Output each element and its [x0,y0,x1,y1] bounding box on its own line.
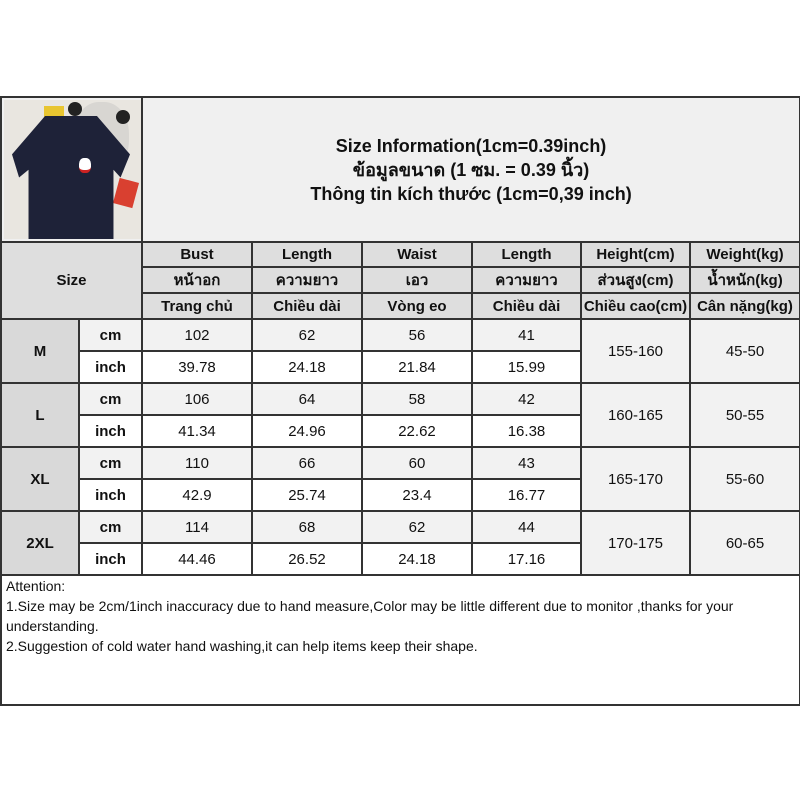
measurement-inch: 26.52 [251,542,363,576]
measurement-inch: 24.18 [361,542,473,576]
unit-label: cm [78,510,143,544]
measurement-cm: 64 [251,382,363,416]
size-chart-table: Size Information(1cm=0.39inch) ข้อมูลขนา… [0,96,800,706]
column-header-en: Length [251,241,363,268]
attention-note-2: 2.Suggestion of cold water hand washing,… [6,638,478,654]
measurement-cm: 102 [141,318,253,352]
column-header-en: Length [471,241,582,268]
shirt-image [12,116,130,239]
measurement-inch: 25.74 [251,478,363,512]
title-english: Size Information(1cm=0.39inch) [335,135,607,156]
table-row-inch: inch 42.9 25.74 23.4 16.77 [1,478,800,512]
height-range: 160-165 [580,382,691,448]
measurement-inch: 44.46 [141,542,253,576]
column-header-vi: Chiều cao(cm) [580,292,691,320]
measurement-cm: 60 [361,446,473,480]
measurement-cm: 42 [471,382,582,416]
unit-label: inch [78,542,143,576]
measurement-inch: 16.38 [471,414,582,448]
attention-notes: Attention: 1.Size may be 2cm/1inch inacc… [0,574,800,706]
column-header-th: ความยาว [471,266,582,294]
unit-label: inch [78,414,143,448]
measurement-inch: 24.18 [251,350,363,384]
attention-note-1: 1.Size may be 2cm/1inch inaccuracy due t… [6,598,734,634]
measurement-inch: 17.16 [471,542,582,576]
measurement-inch: 23.4 [361,478,473,512]
size-label: M [0,318,80,384]
title-thai: ข้อมูลขนาด (1 ซม. = 0.39 นิ้ว) [352,159,590,180]
height-range: 170-175 [580,510,691,576]
title-vietnamese: Thông tin kích thước (1cm=0,39 inch) [310,183,632,204]
measurement-cm: 56 [361,318,473,352]
column-header-th: ความยาว [251,266,363,294]
measurement-inch: 22.62 [361,414,473,448]
column-header-th: หน้าอก [141,266,253,294]
column-header-vi: Vòng eo [361,292,473,320]
measurement-cm: 66 [251,446,363,480]
column-header-en: Bust [141,241,253,268]
measurement-cm: 41 [471,318,582,352]
weight-range: 55-60 [688,446,800,512]
size-header: Size [0,241,143,320]
attention-heading: Attention: [6,578,66,594]
column-header-vi: Chiều dài [471,292,582,320]
measurement-cm: 68 [251,510,363,544]
size-label: L [0,382,80,448]
measurement-cm: 44 [471,510,582,544]
weight-range: 50-55 [688,382,800,448]
unit-label: cm [78,318,143,352]
table-row-cm: 2XL cm 114 68 62 44 170-175 60-65 [0,510,800,576]
column-header-th: ส่วนสูง(cm) [580,266,691,294]
column-header-en: Waist [361,241,473,268]
unit-label: cm [78,446,143,480]
measurement-inch: 41.34 [141,414,253,448]
column-header-th: น้ำหนัก(kg) [688,266,800,294]
measurement-cm: 114 [141,510,253,544]
measurement-cm: 43 [471,446,582,480]
measurement-cm: 110 [141,446,253,480]
size-label: 2XL [0,510,80,576]
column-header-vi: Cân nặng(kg) [688,292,800,320]
size-label: XL [0,446,80,512]
measurement-cm: 58 [361,382,473,416]
measurement-inch: 15.99 [471,350,582,384]
unit-label: inch [78,478,143,512]
measurement-inch: 39.78 [141,350,253,384]
column-header-en: Weight(kg) [688,241,800,268]
measurement-inch: 42.9 [141,478,253,512]
column-header-vi: Trang chủ [141,292,253,320]
measurement-cm: 62 [251,318,363,352]
height-range: 165-170 [580,446,691,512]
table-row-inch: inch 39.78 24.18 21.84 15.99 [1,350,800,384]
measurement-cm: 106 [141,382,253,416]
measurement-inch: 21.84 [361,350,473,384]
column-header-vi: Chiều dài [251,292,363,320]
column-header-th: เอว [361,266,473,294]
measurement-inch: 24.96 [251,414,363,448]
unit-label: inch [78,350,143,384]
measurement-inch: 16.77 [471,478,582,512]
measurement-cm: 62 [361,510,473,544]
weight-range: 60-65 [688,510,800,576]
table-row-inch: inch 41.34 24.96 22.62 16.38 [1,414,800,448]
table-row-inch: inch 44.46 26.52 24.18 17.16 [1,542,800,576]
unit-label: cm [78,382,143,416]
weight-range: 45-50 [688,318,800,384]
height-range: 155-160 [580,318,691,384]
size-information-title: Size Information(1cm=0.39inch) ข้อมูลขนา… [140,96,800,243]
column-header-en: Height(cm) [580,241,691,268]
product-image [0,96,143,243]
table-row-cm: XL cm 110 66 60 43 165-170 55-60 [0,446,800,512]
